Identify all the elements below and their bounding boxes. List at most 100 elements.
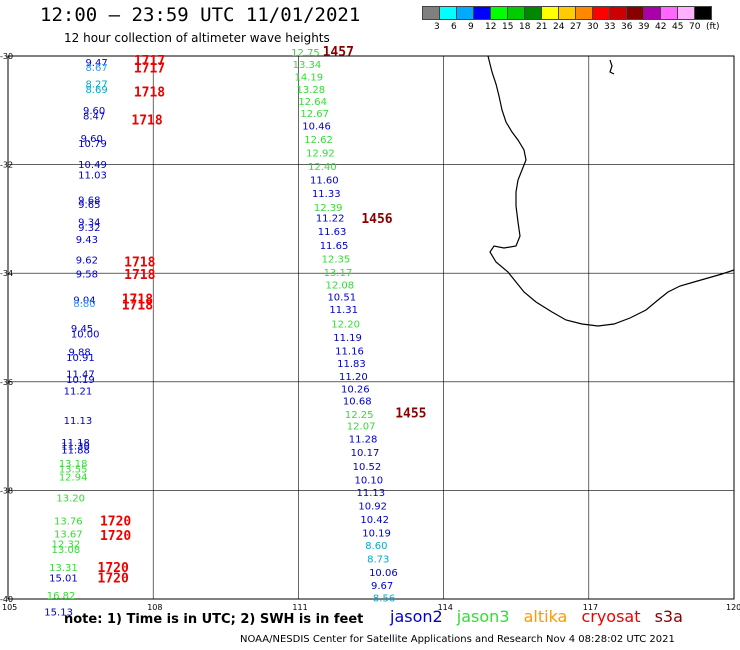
wave-height-value: 13.28 — [296, 85, 325, 96]
wave-height-value: 10.92 — [358, 501, 387, 512]
wave-height-value: 10.68 — [343, 397, 372, 408]
wave-height-value: 12.07 — [347, 422, 376, 433]
pass-time-label: 1720 — [100, 515, 131, 530]
wave-height-value: 10.06 — [369, 568, 398, 579]
pass-time-label: 1718 — [122, 299, 153, 314]
latitude-tick-label: -30 — [0, 52, 13, 61]
legend-label: 21 — [536, 22, 548, 32]
wave-height-value: 9.88 — [69, 348, 91, 359]
wave-height-value: 13.18 — [59, 459, 88, 470]
longitude-tick-label: 114 — [438, 603, 453, 612]
wave-height-value: 10.26 — [341, 385, 370, 396]
wave-height-value: 15.13 — [44, 607, 73, 618]
legend-swatch — [694, 6, 712, 20]
wave-height-value: 12.08 — [326, 280, 355, 291]
latitude-tick-label: -32 — [0, 161, 13, 170]
wave-height-value: 8.47 — [83, 112, 105, 123]
legend-label: 27 — [570, 22, 582, 32]
wave-height-value: 8.27 — [85, 79, 107, 90]
wave-height-value: 9.32 — [78, 223, 100, 234]
pass-time-label: 1720 — [100, 529, 131, 544]
wave-height-value: 8.60 — [365, 541, 387, 552]
mission-s3a: s3a — [654, 607, 683, 626]
latitude-tick-label: -40 — [0, 595, 13, 604]
wave-height-value: 11.65 — [320, 241, 349, 252]
longitude-tick-label: 117 — [583, 603, 598, 612]
pass-time-label: 1717 — [134, 54, 165, 69]
legend-label: 42 — [655, 22, 667, 32]
wave-height-value: 11.03 — [78, 171, 107, 182]
pass-time-label: 1720 — [98, 561, 129, 576]
pass-time-label: 1718 — [124, 268, 155, 283]
wave-height-value: 9.60 — [83, 106, 105, 117]
wave-height-value: 10.10 — [355, 475, 384, 486]
wave-height-value: 11.19 — [333, 333, 362, 344]
wave-height-value: 13.31 — [49, 563, 78, 574]
footnote: note: 1) Time is in UTC; 2) SWH is in fe… — [64, 612, 364, 627]
wave-height-value: 8.56 — [373, 594, 395, 605]
wave-height-value: 12.67 — [300, 109, 329, 120]
legend-label: 12 — [485, 22, 497, 32]
wave-height-value: 11.63 — [318, 227, 347, 238]
legend-label: 70 — [689, 22, 701, 32]
longitude-tick-label: 108 — [147, 603, 162, 612]
wave-height-value: 11.60 — [310, 176, 339, 187]
wave-height-value: 14.19 — [295, 72, 324, 83]
wave-height-value: 10.19 — [66, 375, 95, 386]
wave-height-value: 11.13 — [356, 488, 385, 499]
wave-height-value: 12.64 — [298, 97, 327, 108]
wave-height-value: 13.76 — [54, 517, 83, 528]
pass-time-label: 1718 — [124, 256, 155, 271]
graticule — [7, 55, 735, 600]
wave-height-value: 13.20 — [56, 493, 85, 504]
pass-time-label: 1457 — [323, 45, 354, 60]
legend-label: 39 — [638, 22, 650, 32]
pass-time-label: 1720 — [98, 572, 129, 587]
map-subtitle: 12 hour collection of altimeter wave hei… — [64, 31, 330, 45]
wave-height-value: 9.62 — [76, 255, 98, 266]
wave-height-value: 12.92 — [306, 148, 335, 159]
wave-height-value: 10.79 — [78, 139, 107, 150]
mission-jason2: jason2 — [390, 607, 443, 626]
legend-swatches — [422, 6, 712, 20]
map-title: 12:00 – 23:59 UTC 11/01/2021 — [40, 4, 361, 26]
wave-height-value: 8.80 — [73, 299, 95, 310]
pass-time-label: 1718 — [134, 86, 165, 101]
wave-height-value: 8.69 — [85, 85, 107, 96]
wave-height-value: 11.83 — [337, 359, 366, 370]
wave-height-value: 12.20 — [331, 320, 360, 331]
wave-height-value: 12.35 — [322, 254, 351, 265]
latitude-tick-label: -36 — [0, 378, 13, 387]
wave-height-value: 12.39 — [314, 203, 343, 214]
wave-height-value: 9.60 — [81, 134, 103, 145]
legend-label: (ft) — [706, 22, 720, 32]
wave-height-value: 9.45 — [71, 324, 93, 335]
legend-label: 6 — [451, 22, 457, 32]
wave-height-value: 12.62 — [304, 135, 333, 146]
wave-height-value: 11.21 — [64, 386, 93, 397]
wave-height-value: 8.73 — [367, 555, 389, 566]
legend-label: 18 — [519, 22, 531, 32]
wave-height-value: 10.51 — [327, 292, 356, 303]
wave-height-value: 9.47 — [85, 58, 107, 69]
wave-height-value: 11.47 — [66, 369, 95, 380]
pass-time-label: 1455 — [395, 407, 426, 422]
wave-height-value: 16.82 — [47, 591, 76, 602]
wave-height-value: 13.08 — [52, 545, 81, 556]
wave-height-value: 10.19 — [362, 529, 391, 540]
mission-altika: altika — [523, 607, 568, 626]
wave-height-value: 10.00 — [71, 329, 100, 340]
wave-height-value: 11.28 — [349, 435, 378, 446]
pass-time-label: 1718 — [122, 293, 153, 308]
wave-height-color-legend: 3 6 9 12 15 18 21 24 27 30 33 36 39 42 45 70 (ft) — [422, 6, 720, 34]
wave-height-value: 9.68 — [78, 196, 100, 207]
wave-height-value: 10.49 — [78, 160, 107, 171]
legend-labels: 3 6 9 12 15 18 21 24 27 30 33 36 39 42 45 70 (ft) — [422, 20, 720, 34]
wave-height-value: 9.34 — [78, 217, 100, 228]
wave-height-value: 12.32 — [52, 539, 81, 550]
latitude-tick-label: -34 — [0, 269, 13, 278]
wave-height-value: 12.40 — [308, 162, 337, 173]
wave-height-value: 11.16 — [335, 347, 364, 358]
